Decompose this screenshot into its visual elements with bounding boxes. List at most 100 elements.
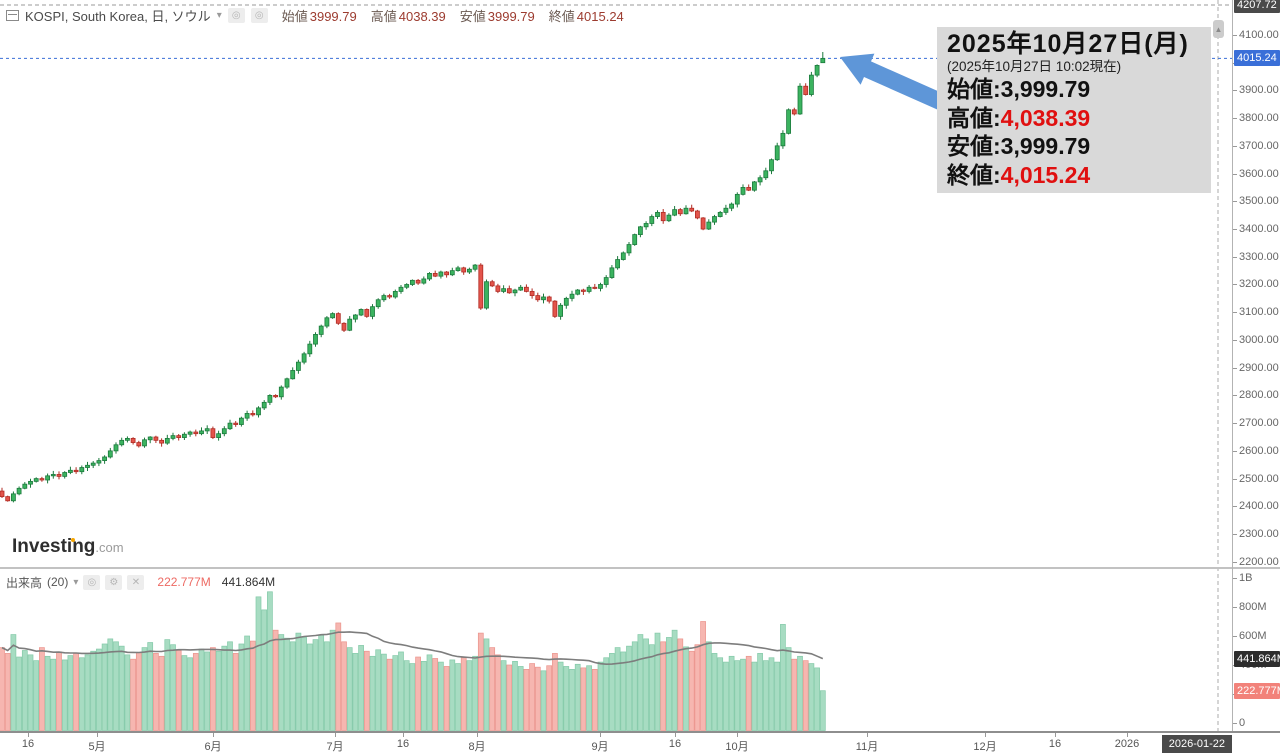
volume-axis-tick (1233, 723, 1237, 724)
time-axis-tick (213, 733, 214, 737)
logo-orange-dot-icon (71, 538, 75, 542)
volume-axis-label: 600M (1239, 630, 1267, 642)
price-axis-label: 2900.00 (1239, 361, 1279, 374)
price-axis-label: 2300.00 (1239, 528, 1279, 541)
logo-suffix: .com (95, 540, 124, 555)
price-axis-label: 4100.00 (1239, 28, 1279, 41)
symbol-title[interactable]: KOSPI, South Korea, 日, ソウル (25, 8, 211, 24)
time-axis-label: 9月 (591, 741, 609, 753)
time-axis-tick (97, 733, 98, 737)
last-date-badge: 2026-01-22 (1161, 735, 1232, 753)
time-axis-tick (477, 733, 478, 737)
pane-separator[interactable] (0, 567, 1280, 569)
time-axis-tick (675, 733, 676, 737)
price-axis-label: 3300.00 (1239, 250, 1279, 263)
time-axis-tick (600, 733, 601, 737)
volume-ma-line (1, 631, 824, 666)
annotation-high-row: 高値:4,038.39 (947, 104, 1091, 131)
visibility-icon[interactable]: ◎ (227, 7, 245, 23)
time-axis-label: 16 (1048, 738, 1062, 750)
chevron-down-icon[interactable]: ▾ (73, 576, 79, 588)
time-axis-tick (335, 733, 336, 737)
volume-axis-label: 0 (1239, 717, 1246, 729)
price-axis-tick (1233, 256, 1237, 258)
current-volume-value: 222.777M (157, 575, 211, 589)
volume-indicator-name[interactable]: 出来高 (6, 575, 43, 590)
candlestick-chart[interactable] (0, 0, 1232, 731)
time-axis-tick (28, 733, 29, 737)
time-axis-label: 12月 (973, 741, 997, 753)
price-axis-tick (1233, 450, 1237, 452)
price-axis-label: 3500.00 (1239, 195, 1279, 208)
time-axis-label: 2026 (1114, 738, 1140, 750)
price-axis-tick (1233, 534, 1237, 536)
price-axis-tick (1233, 284, 1237, 286)
time-axis-label: 16 (396, 738, 410, 750)
projection-price-badge: 4207.72 (1234, 0, 1280, 14)
low-value-pair: 安値 3999.79 (459, 8, 535, 24)
price-axis-tick (1233, 506, 1237, 508)
price-axis-label: 2500.00 (1239, 472, 1279, 485)
volume-axis-label: 800M (1239, 601, 1267, 613)
volume-ma-badge: 441.864M (1234, 650, 1280, 667)
visibility-icon[interactable]: ◎ (83, 574, 101, 590)
time-axis[interactable]: 2026-01-22 16 5月 6月 7月 16 8月 9月 16 10月 11月 12月 16 20… (0, 731, 1280, 755)
price-axis-label: 3600.00 (1239, 167, 1279, 180)
price-axis-tick (1233, 34, 1237, 36)
price-axis-label: 2400.00 (1239, 500, 1279, 513)
price-axis-tick (1233, 395, 1237, 397)
time-axis-tick (1127, 733, 1128, 737)
symbol-panel-icon[interactable] (6, 9, 19, 21)
time-axis-label: 16 (21, 738, 35, 750)
price-axis-tick (1233, 367, 1237, 369)
price-axis-label: 3900.00 (1239, 84, 1279, 97)
volume-axis-tick (1233, 636, 1237, 637)
current-volume-badge: 222.777M (1234, 682, 1280, 699)
price-axis-tick (1233, 423, 1237, 425)
volume-ma-value: 441.864M (221, 575, 276, 589)
high-value-pair: 高値 4038.39 (370, 8, 446, 24)
chart-header: KOSPI, South Korea, 日, ソウル ▾ ◎ ◎ 始値 3999.… (6, 6, 624, 24)
volume-axis-tick (1233, 607, 1237, 608)
volume-ma-period: (20) (47, 575, 69, 589)
time-axis-label: 7月 (326, 741, 344, 753)
price-axis-label: 3400.00 (1239, 223, 1279, 236)
price-axis-tick (1233, 312, 1237, 314)
investing-logo: Investing.com (12, 536, 124, 558)
axis-handle-icon[interactable]: ▲ (1213, 20, 1224, 38)
time-axis-tick (737, 733, 738, 737)
price-axis-label: 3200.00 (1239, 278, 1279, 291)
open-value-pair: 始値 3999.79 (281, 8, 357, 24)
price-axis[interactable]: 4100.004000.003900.003800.003700.003600.… (1232, 0, 1280, 731)
price-axis-tick (1233, 339, 1237, 341)
annotation-timestamp: (2025年10月27日 10:02現在) (947, 59, 1122, 74)
price-axis-tick (1233, 229, 1237, 231)
time-axis-label: 16 (668, 738, 682, 750)
time-axis-tick (403, 733, 404, 737)
settings-icon[interactable]: ◎ (250, 7, 268, 23)
annotation-low-row: 安値:3,999.79 (947, 133, 1091, 159)
candles-layer (0, 51, 826, 503)
price-axis-label: 3800.00 (1239, 112, 1279, 125)
time-axis-tick (867, 733, 868, 737)
price-axis-tick (1233, 561, 1237, 563)
volume-axis-tick (1233, 578, 1237, 579)
time-axis-label: 10月 (725, 741, 749, 753)
price-axis-label: 2800.00 (1239, 389, 1279, 402)
price-axis-tick (1233, 201, 1237, 203)
current-price-badge: 4015.24 (1234, 50, 1280, 67)
annotation-close-row: 終値:4,015.24 (947, 161, 1091, 188)
logo-text: Investing (12, 536, 96, 557)
price-axis-label: 2600.00 (1239, 444, 1279, 457)
annotation-open-row: 始値:3,999.79 (947, 76, 1091, 102)
price-axis-tick (1233, 478, 1237, 480)
volume-layer (0, 591, 826, 731)
price-axis-label: 2200.00 (1239, 555, 1279, 568)
gear-icon[interactable]: ⚙ (105, 574, 123, 590)
volume-axis-label: 1B (1239, 572, 1253, 584)
chevron-down-icon[interactable]: ▾ (216, 9, 222, 21)
close-icon[interactable]: ✕ (127, 574, 145, 590)
volume-legend: 出来高 (20) ▾ ◎ ⚙ ✕ 222.777M 441.864M (6, 574, 275, 590)
price-axis-label: 2700.00 (1239, 417, 1279, 430)
